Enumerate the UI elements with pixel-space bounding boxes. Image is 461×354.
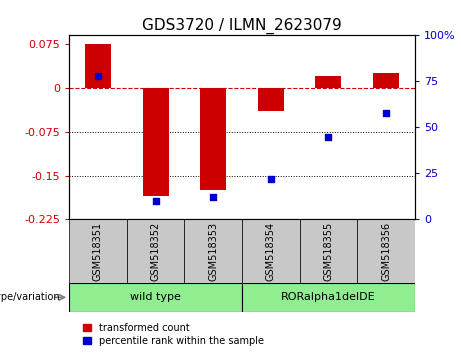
Text: RORalpha1delDE: RORalpha1delDE — [281, 292, 376, 302]
Bar — [315, 76, 342, 88]
Bar — [242, 283, 415, 312]
Text: GSM518353: GSM518353 — [208, 222, 218, 281]
Title: GDS3720 / ILMN_2623079: GDS3720 / ILMN_2623079 — [142, 18, 342, 34]
Bar — [373, 73, 399, 88]
Point — [382, 110, 390, 115]
Text: GSM518354: GSM518354 — [266, 222, 276, 281]
Text: GSM518352: GSM518352 — [151, 222, 160, 281]
Bar — [300, 219, 357, 283]
Bar — [85, 44, 111, 88]
Point — [94, 73, 101, 79]
Bar — [69, 219, 127, 283]
Point — [209, 195, 217, 200]
Bar — [142, 88, 169, 196]
Bar — [357, 219, 415, 283]
Text: genotype/variation: genotype/variation — [0, 292, 60, 302]
Bar — [184, 219, 242, 283]
Text: GSM518355: GSM518355 — [324, 222, 333, 281]
Text: wild type: wild type — [130, 292, 181, 302]
Text: GSM518351: GSM518351 — [93, 222, 103, 281]
Legend: transformed count, percentile rank within the sample: transformed count, percentile rank withi… — [83, 323, 264, 346]
Bar — [258, 88, 284, 112]
Point — [267, 176, 274, 182]
Bar — [127, 219, 184, 283]
Point — [152, 198, 160, 204]
Bar — [200, 88, 226, 190]
Bar — [69, 283, 242, 312]
Bar — [242, 219, 300, 283]
Text: GSM518356: GSM518356 — [381, 222, 391, 281]
Point — [325, 134, 332, 139]
